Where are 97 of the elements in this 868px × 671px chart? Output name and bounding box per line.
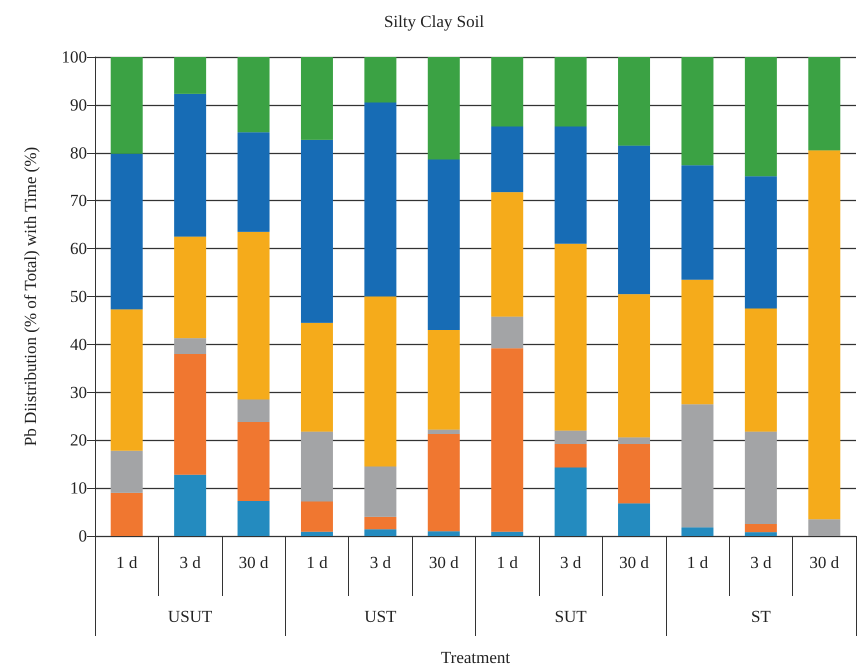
y-tick-label: 70	[70, 191, 87, 210]
bar	[300, 532, 333, 536]
x-tick-label: 3 d	[370, 553, 392, 572]
bar	[554, 444, 587, 468]
bar	[238, 399, 270, 422]
x-tick-label: 30 d	[619, 553, 650, 572]
bar	[110, 154, 143, 310]
y-tick-label: 40	[70, 334, 87, 354]
bar	[554, 468, 587, 536]
bar	[681, 280, 714, 404]
bar	[364, 466, 396, 517]
bar	[110, 492, 143, 536]
bar	[238, 422, 270, 502]
y-tick-label: 80	[70, 143, 87, 162]
bar	[364, 296, 396, 467]
bar	[554, 126, 587, 244]
bar	[744, 432, 777, 524]
x-tick-label: 1 d	[686, 553, 709, 572]
y-tick-label: 100	[62, 48, 87, 66]
bar	[238, 132, 270, 232]
x-tick-label: 30 d	[238, 553, 269, 572]
bar	[744, 57, 777, 176]
bar	[744, 524, 777, 532]
bar	[428, 57, 460, 160]
x-tick-label: 1 d	[116, 553, 138, 572]
bar	[618, 437, 650, 444]
bar	[364, 57, 396, 103]
bar	[554, 244, 587, 431]
y-tick-label: 30	[70, 382, 87, 402]
bar	[808, 150, 840, 520]
y-tick-label: 10	[70, 478, 87, 498]
bar	[428, 531, 460, 536]
x-tick-label: 3 d	[560, 553, 582, 572]
bar	[300, 57, 333, 140]
bar	[174, 354, 206, 475]
bar	[744, 176, 777, 308]
bar	[491, 348, 524, 532]
bar	[618, 146, 650, 294]
bar	[681, 404, 714, 528]
bar	[428, 430, 460, 434]
text: UST	[364, 607, 398, 626]
x-tick-label: 1 d	[496, 553, 518, 572]
x-tick-label: 30 d	[809, 553, 840, 572]
bar	[744, 308, 777, 432]
text: SUT	[554, 607, 588, 626]
bar	[618, 503, 650, 536]
chart-title: Silty Clay Soil	[384, 12, 484, 31]
bar	[491, 192, 524, 317]
bar	[428, 434, 460, 532]
y-axis-title: Pb Diistribution (% of Total) with Time (%)	[21, 146, 40, 446]
bar	[428, 330, 460, 430]
x-tick-label: 30 d	[428, 553, 460, 572]
bar	[618, 444, 650, 504]
bar	[300, 432, 333, 502]
y-tick-label: 20	[70, 430, 87, 450]
y-tick-label: 90	[70, 95, 87, 114]
bar	[808, 57, 840, 150]
bar	[364, 102, 396, 296]
bar	[110, 57, 143, 154]
bar	[491, 126, 524, 192]
bar	[238, 57, 270, 132]
bar	[554, 430, 587, 444]
bar	[808, 519, 840, 536]
bar	[554, 57, 587, 126]
text: ST	[750, 607, 772, 626]
bar	[364, 529, 396, 536]
bar	[174, 94, 206, 237]
bar	[174, 236, 206, 338]
y-tick-label: 60	[70, 239, 87, 258]
bar	[300, 322, 333, 432]
bar	[491, 316, 524, 348]
bar	[428, 160, 460, 330]
x-tick-label: 3 d	[750, 553, 772, 572]
bar	[300, 502, 333, 532]
bar	[681, 527, 714, 536]
bar	[174, 57, 206, 94]
bar	[174, 338, 206, 354]
bar	[110, 309, 143, 451]
bar	[681, 165, 714, 280]
bar	[744, 532, 777, 536]
bar	[110, 450, 143, 493]
x-tick-label: 1 d	[306, 553, 328, 572]
bar	[174, 474, 206, 536]
bar	[238, 232, 270, 400]
x-axis-title: Treatment	[440, 648, 510, 667]
text: USUT	[168, 607, 213, 626]
bar	[618, 57, 650, 146]
bar	[618, 294, 650, 438]
bar	[491, 57, 524, 126]
bar	[491, 532, 524, 536]
y-tick-label: 0	[78, 526, 87, 546]
x-tick-label: 3 d	[180, 553, 202, 572]
bar	[300, 140, 333, 323]
bar	[238, 501, 270, 536]
bar	[364, 516, 396, 530]
bar	[681, 57, 714, 166]
y-tick-label: 50	[70, 287, 87, 306]
